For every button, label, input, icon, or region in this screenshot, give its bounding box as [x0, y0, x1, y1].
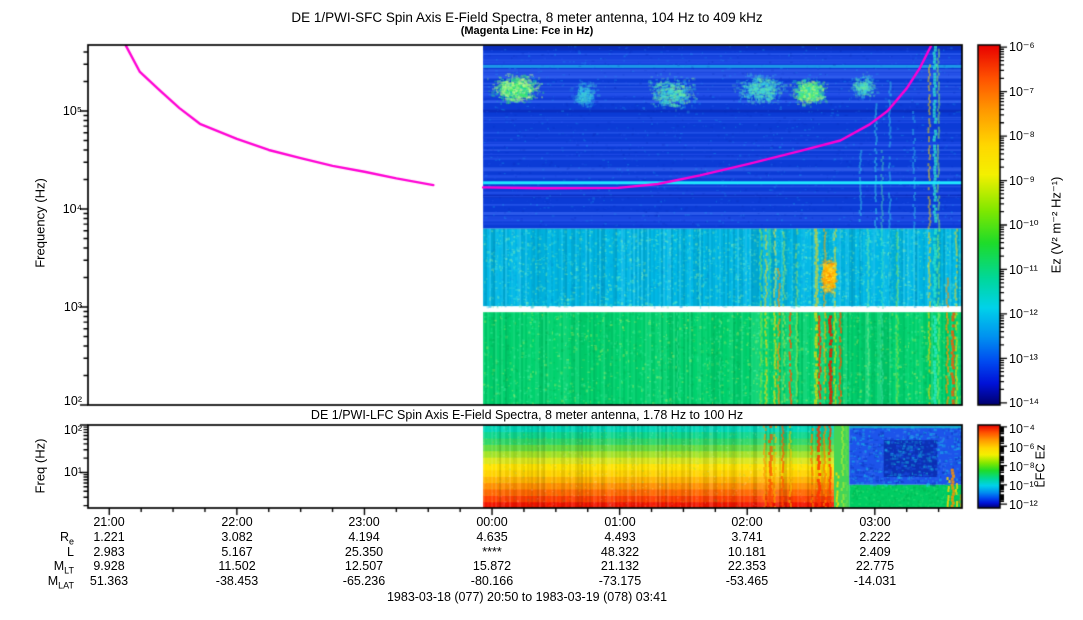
ephemeris-value: 9.928 — [93, 558, 125, 573]
sfc-colorbar-tick-label: 10⁻⁷ — [1009, 84, 1035, 99]
sfc-colorbar-tick-label: 10⁻⁸ — [1009, 128, 1035, 143]
sfc-colorbar-tick-label: 10⁻⁶ — [1009, 39, 1035, 54]
sfc-subtitle: (Magenta Line: Fce in Hz) — [460, 25, 594, 37]
ephemeris-value: 5.167 — [221, 544, 253, 559]
lfc-colorbar-tick-label: 10⁻⁸ — [1009, 459, 1035, 474]
sfc-colorbar-tick-label: 10⁻¹³ — [1009, 351, 1038, 366]
ephemeris-value: 4.635 — [476, 529, 508, 544]
time-range-caption: 1983-03-18 (077) 20:50 to 1983-03-19 (07… — [386, 590, 668, 604]
ephemeris-value: 22.775 — [855, 558, 895, 573]
ephemeris-value: 2.409 — [859, 544, 891, 559]
ephemeris-value: **** — [482, 544, 502, 559]
ephemeris-row-label: Re — [59, 529, 74, 547]
ephemeris-value: -80.166 — [470, 573, 514, 588]
sfc-colorbar-tick-label: 10⁻¹¹ — [1009, 262, 1038, 277]
ephemeris-value: 3.082 — [221, 529, 253, 544]
sfc-ytick-label: 10² — [63, 393, 82, 408]
ephemeris-value: 21.132 — [600, 558, 640, 573]
ephemeris-value: -38.453 — [215, 573, 259, 588]
ephemeris-value: 3.741 — [731, 529, 763, 544]
time-tick-label: 02:00 — [731, 514, 763, 529]
ephemeris-value: 2.222 — [859, 529, 891, 544]
ephemeris-value: 10.181 — [727, 544, 767, 559]
ephemeris-value: 48.322 — [600, 544, 640, 559]
ephemeris-row-label: MLAT — [47, 573, 74, 591]
time-tick-label: 00:00 — [476, 514, 508, 529]
sfc-colorbar-tick-label: 10⁻¹² — [1009, 306, 1038, 321]
ephemeris-value: 15.872 — [472, 558, 512, 573]
sfc-title: DE 1/PWI-SFC Spin Axis E-Field Spectra, … — [291, 10, 763, 25]
ephemeris-row-label: MLT — [53, 558, 74, 576]
time-tick-label: 21:00 — [93, 514, 125, 529]
ephemeris-value: 4.194 — [348, 529, 380, 544]
ephemeris-value: -73.175 — [598, 573, 642, 588]
time-tick-label: 03:00 — [859, 514, 891, 529]
lfc-ytick-label: 10² — [63, 422, 82, 437]
ephemeris-value: -65.236 — [342, 573, 386, 588]
ephemeris-value: -14.031 — [853, 573, 897, 588]
sfc-colorbar-tick-label: 10⁻¹⁰ — [1009, 217, 1039, 232]
lfc-yaxis-label: Freq (Hz) — [32, 438, 48, 494]
time-tick-label: 01:00 — [604, 514, 636, 529]
ephemeris-row-label: L — [67, 544, 74, 559]
lfc-colorbar-tick-label: 10⁻⁶ — [1009, 440, 1035, 455]
ephemeris-value: 51.363 — [89, 573, 129, 588]
sfc-yaxis-label: Frequency (Hz) — [32, 178, 48, 268]
sfc-ytick-label: 10³ — [63, 299, 82, 314]
lfc-ytick-label: 10¹ — [63, 464, 82, 479]
lfc-colorbar-tick-label: 10⁻⁴ — [1009, 421, 1035, 436]
sfc-ytick-label: 10⁴ — [62, 201, 82, 216]
lfc-colorbar-tick-label: 10⁻¹² — [1009, 497, 1038, 512]
ephemeris-value: 1.221 — [93, 529, 125, 544]
sfc-ytick-label: 10⁵ — [62, 103, 82, 118]
time-tick-label: 22:00 — [221, 514, 253, 529]
time-tick-label: 23:00 — [348, 514, 380, 529]
lfc-title: DE 1/PWI-LFC Spin Axis E-Field Spectra, … — [310, 408, 744, 422]
lfc-colorbar-tick-label: 10⁻¹⁰ — [1009, 478, 1039, 493]
ephemeris-value: 2.983 — [93, 544, 125, 559]
sfc-colorbar-tick-label: 10⁻¹⁴ — [1009, 395, 1040, 410]
ephemeris-value: 25.350 — [344, 544, 384, 559]
sfc-colorbar-tick-label: 10⁻⁹ — [1009, 173, 1035, 188]
sfc-colorbar-label: Ez (V² m⁻² Hz⁻¹) — [1048, 176, 1064, 274]
ephemeris-value: 22.353 — [727, 558, 767, 573]
ephemeris-value: 12.507 — [344, 558, 384, 573]
ephemeris-value: 11.502 — [218, 558, 256, 573]
ephemeris-value: 4.493 — [604, 529, 636, 544]
ephemeris-value: -53.465 — [725, 573, 769, 588]
